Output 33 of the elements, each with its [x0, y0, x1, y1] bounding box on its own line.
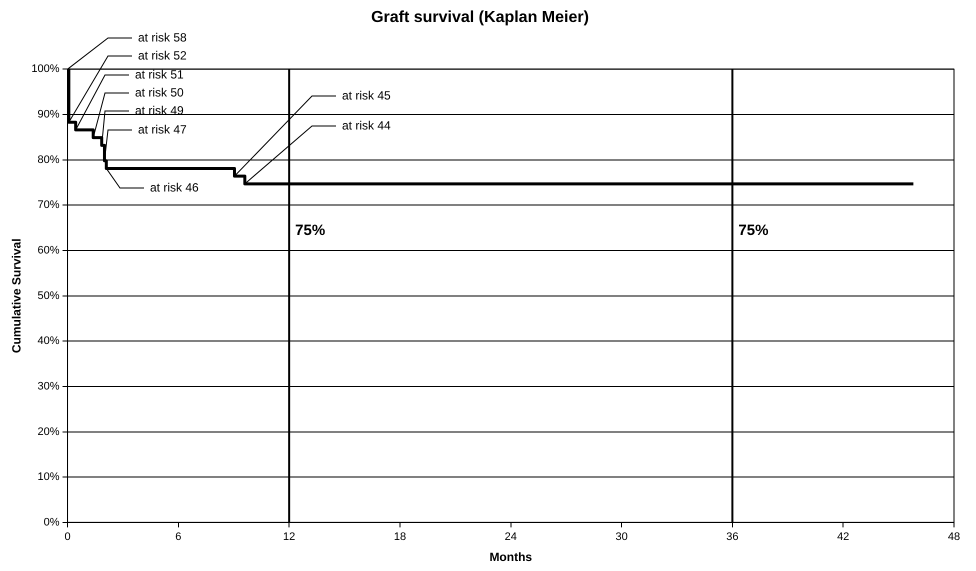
y-tick-label: 90%	[38, 108, 60, 121]
chart-title: Graft survival (Kaplan Meier)	[371, 9, 589, 26]
x-tick-label: 0	[64, 531, 71, 544]
x-tick-label: 24	[504, 531, 517, 544]
annotation: 75%	[295, 222, 326, 239]
annotation: at risk 45	[342, 88, 392, 102]
y-tick-label: 30%	[38, 380, 60, 392]
x-tick-label: 30	[615, 531, 628, 544]
y-tick-label: 70%	[38, 199, 60, 212]
y-tick-label: 0%	[44, 516, 60, 528]
annotation: at risk 47	[138, 122, 188, 136]
annotation: 75%	[738, 222, 768, 239]
y-tick-label: 10%	[38, 471, 60, 484]
x-axis-title: Months	[489, 550, 532, 564]
x-tick-label: 6	[175, 531, 182, 544]
y-tick-label: 80%	[38, 154, 60, 166]
annotation: at risk 50	[135, 85, 184, 100]
x-tick-label: 42	[837, 531, 850, 544]
y-tick-label: 20%	[38, 426, 60, 438]
y-tick-label: 50%	[38, 290, 60, 302]
x-tick-label: 48	[948, 531, 960, 544]
y-tick-label: 60%	[38, 244, 60, 257]
annotation: at risk 46	[150, 180, 200, 194]
x-tick-label: 12	[283, 531, 296, 544]
y-tick-label: 100%	[31, 63, 60, 76]
x-tick-label: 36	[726, 531, 739, 544]
annotation: at risk 52	[138, 48, 188, 62]
x-tick-label: 18	[394, 531, 406, 544]
annotation: at risk 58	[138, 30, 188, 44]
annotation: at risk 44	[342, 118, 392, 132]
y-axis-title: Cumulative Survival	[10, 238, 24, 354]
y-tick-label: 40%	[38, 335, 60, 348]
annotation: at risk 51	[135, 67, 184, 82]
